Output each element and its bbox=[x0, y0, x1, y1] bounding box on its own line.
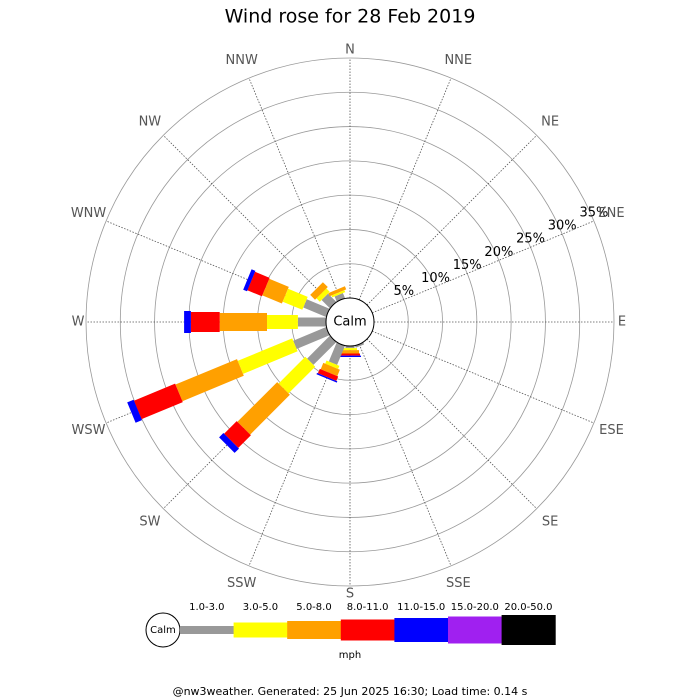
direction-label: SSW bbox=[227, 576, 257, 591]
rose-segment bbox=[307, 335, 337, 365]
r-tick-label: 20% bbox=[484, 245, 513, 260]
direction-label: S bbox=[346, 587, 354, 602]
legend-unit: mph bbox=[339, 650, 361, 661]
rose-segment bbox=[243, 269, 256, 292]
rose-segment bbox=[341, 350, 359, 354]
rose-segment bbox=[278, 356, 316, 394]
legend-label: 20.0-50.0 bbox=[504, 602, 552, 613]
direction-label: E bbox=[618, 315, 626, 330]
legend-swatch bbox=[180, 626, 235, 634]
rose-segment bbox=[297, 317, 326, 327]
legend: Calm mph 1.0-3.0 3.0-5.0 5.0-8.0 8.0-11.0 11… bbox=[145, 602, 556, 661]
spoke bbox=[248, 344, 342, 567]
rose-segment bbox=[237, 338, 298, 374]
rose-segment bbox=[175, 359, 244, 402]
spoke bbox=[358, 344, 452, 567]
r-tick-label: 15% bbox=[453, 258, 482, 273]
direction-label: W bbox=[72, 315, 85, 330]
footer: @nw3weather. Generated: 25 Jun 2025 16:3… bbox=[173, 685, 528, 698]
rose-segment bbox=[355, 342, 365, 348]
spoke bbox=[248, 77, 342, 300]
calm-label: Calm bbox=[333, 315, 366, 330]
legend-label: 3.0-5.0 bbox=[243, 602, 278, 613]
legend-swatch bbox=[287, 621, 342, 639]
rose-segment bbox=[331, 290, 346, 298]
legend-swatch bbox=[501, 615, 556, 645]
direction-label: SE bbox=[542, 515, 558, 530]
direction-label: ESE bbox=[599, 423, 624, 438]
rose-segment bbox=[237, 382, 290, 435]
legend-swatch bbox=[448, 616, 503, 644]
chart-title: Wind rose for 28 Feb 2019 bbox=[225, 6, 476, 28]
r-tick-label: 35% bbox=[579, 205, 608, 220]
direction-label: NE bbox=[541, 114, 559, 129]
spoke bbox=[358, 77, 452, 300]
rose-segment bbox=[219, 433, 239, 453]
bars bbox=[126, 267, 378, 455]
rose-segment bbox=[282, 288, 308, 310]
rose-segment bbox=[219, 313, 267, 331]
rose-segment bbox=[262, 278, 289, 304]
rose-segment bbox=[184, 311, 191, 333]
rose-segment bbox=[316, 372, 338, 383]
rose-segment bbox=[320, 362, 340, 377]
rose-segment bbox=[325, 360, 340, 369]
rose-segment bbox=[321, 293, 337, 309]
grid-ring bbox=[119, 91, 581, 553]
spoke bbox=[372, 330, 595, 424]
rose-segment bbox=[267, 315, 298, 329]
direction-label: SSE bbox=[446, 576, 471, 591]
r-tick-label: 10% bbox=[421, 271, 450, 286]
direction-label: NNW bbox=[226, 53, 258, 68]
spoke bbox=[163, 135, 334, 306]
r-tick-label: 30% bbox=[548, 219, 577, 234]
rose-segment bbox=[328, 286, 347, 297]
spoke bbox=[372, 220, 595, 314]
direction-label: NW bbox=[139, 114, 162, 129]
rose-segment bbox=[127, 399, 142, 423]
rose-segment bbox=[339, 355, 361, 357]
grid-ring bbox=[85, 57, 615, 587]
rose-segment bbox=[133, 383, 183, 420]
direction-label: N bbox=[345, 43, 355, 58]
rose-segment bbox=[190, 312, 220, 332]
rose-segment bbox=[310, 282, 328, 300]
direction-label: WSW bbox=[72, 423, 106, 438]
spoke bbox=[366, 135, 537, 306]
direction-label: NNE bbox=[444, 53, 472, 68]
legend-swatch bbox=[233, 622, 288, 638]
rose-segment bbox=[343, 348, 357, 351]
legend-label: 1.0-3.0 bbox=[189, 602, 224, 613]
legend-swatch bbox=[394, 618, 449, 642]
rose-segment bbox=[293, 327, 330, 349]
direction-label: SW bbox=[139, 515, 160, 530]
rose-segment bbox=[224, 421, 251, 448]
direction-label: WNW bbox=[71, 206, 107, 221]
legend-swatch bbox=[340, 619, 395, 641]
calm-circle bbox=[325, 297, 375, 347]
legend-label: 15.0-20.0 bbox=[451, 602, 499, 613]
legend-label: 5.0-8.0 bbox=[296, 602, 331, 613]
rose-segment bbox=[247, 271, 270, 297]
rose-segment bbox=[328, 342, 345, 365]
direction-label: ENE bbox=[598, 206, 624, 221]
rose-segment bbox=[345, 346, 355, 349]
legend-label: 11.0-15.0 bbox=[397, 602, 445, 613]
rose-segment bbox=[334, 293, 345, 302]
r-tick-label: 25% bbox=[516, 232, 545, 247]
rose-segment bbox=[317, 368, 339, 381]
rose-segment bbox=[340, 353, 360, 356]
spoke bbox=[366, 338, 537, 509]
rose-segment bbox=[316, 288, 330, 302]
r-tick-label: 5% bbox=[394, 284, 415, 299]
legend-label: 8.0-11.0 bbox=[347, 602, 389, 613]
legend-calm-label: Calm bbox=[150, 625, 176, 636]
rose-segment bbox=[303, 299, 330, 317]
